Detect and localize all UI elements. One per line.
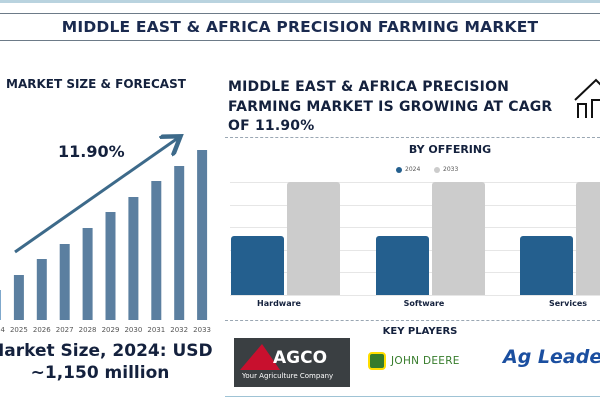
growth-heading: MIDDLE EAST & AFRICA PRECISION FARMING M… bbox=[228, 79, 553, 134]
category-label-hardware: Hardware bbox=[257, 299, 301, 308]
legend-dot-icon bbox=[434, 166, 440, 173]
ag-leader-logo: Ag Leader bbox=[503, 346, 600, 368]
market-size-heading: MARKET SIZE & FORECAST bbox=[6, 77, 186, 91]
market-size-text: Market Size, 2024: USD ~1,150 million bbox=[0, 340, 216, 384]
divider bbox=[225, 320, 600, 321]
bar-software-2024 bbox=[376, 236, 429, 295]
agco-triangle-icon bbox=[240, 344, 280, 370]
legend-2024: 2024 bbox=[396, 166, 420, 173]
category-label-software: Software bbox=[403, 299, 445, 308]
bar-hardware-2033 bbox=[287, 182, 340, 295]
growth-arrow-icon bbox=[14, 138, 178, 254]
divider bbox=[225, 137, 600, 138]
category-label-services: Services bbox=[548, 299, 588, 308]
legend-2033: 2033 bbox=[434, 166, 458, 173]
tick-label-2025: 2025 bbox=[9, 326, 28, 334]
bar-2027 bbox=[59, 244, 70, 320]
bar-2028 bbox=[82, 228, 93, 320]
tick-label-2024: 2024 bbox=[0, 326, 5, 334]
tick-label-2031: 2031 bbox=[147, 326, 166, 334]
bar-software-2033 bbox=[432, 182, 485, 295]
bar-2029 bbox=[105, 212, 116, 320]
tick-label-2027: 2027 bbox=[55, 326, 74, 334]
bar-2025 bbox=[13, 275, 24, 320]
cagr-annotation: 11.90% bbox=[58, 142, 125, 161]
tick-label-2028: 2028 bbox=[78, 326, 97, 334]
market-size-line1: Market Size, 2024: USD bbox=[0, 341, 213, 361]
home-icon bbox=[574, 78, 600, 118]
tick-label-2032: 2032 bbox=[170, 326, 189, 334]
gridline bbox=[230, 204, 600, 206]
agco-logo: AGCO Your Agriculture Company bbox=[234, 338, 350, 387]
bar-2031 bbox=[151, 181, 162, 320]
tick-label-2030: 2030 bbox=[124, 326, 143, 334]
bar-2030 bbox=[128, 197, 139, 320]
key-players-heading: KEY PLAYERS bbox=[382, 326, 458, 337]
market-size-line2: ~1,150 million bbox=[30, 363, 170, 383]
tick-label-2026: 2026 bbox=[32, 326, 51, 334]
gridline bbox=[230, 227, 600, 229]
bar-services-2024 bbox=[520, 236, 573, 295]
market-size-chart bbox=[0, 60, 208, 320]
legend-dot-icon bbox=[396, 166, 402, 173]
gridline bbox=[230, 182, 600, 183]
deer-icon bbox=[368, 352, 386, 370]
bar-hardware-2024 bbox=[231, 236, 284, 295]
page-title: MIDDLE EAST & AFRICA PRECISION FARMING M… bbox=[0, 13, 600, 41]
bottom-border bbox=[225, 396, 600, 397]
gridline bbox=[230, 295, 600, 296]
bar-2026 bbox=[36, 259, 47, 320]
market-size-panel: MARKET SIZE & FORECAST 11.90% 2024 2025 20… bbox=[0, 60, 216, 390]
bar-2024 bbox=[0, 290, 1, 320]
tick-label-2033: 2033 bbox=[193, 326, 211, 334]
top-band bbox=[0, 0, 600, 3]
offering-chart-title: BY OFFERING bbox=[408, 143, 492, 156]
bar-2033 bbox=[197, 150, 208, 320]
tick-label-2029: 2029 bbox=[101, 326, 120, 334]
bar-services-2033 bbox=[576, 182, 600, 295]
bar-2032 bbox=[174, 166, 185, 320]
john-deere-logo: JOHN DEERE bbox=[368, 352, 460, 370]
